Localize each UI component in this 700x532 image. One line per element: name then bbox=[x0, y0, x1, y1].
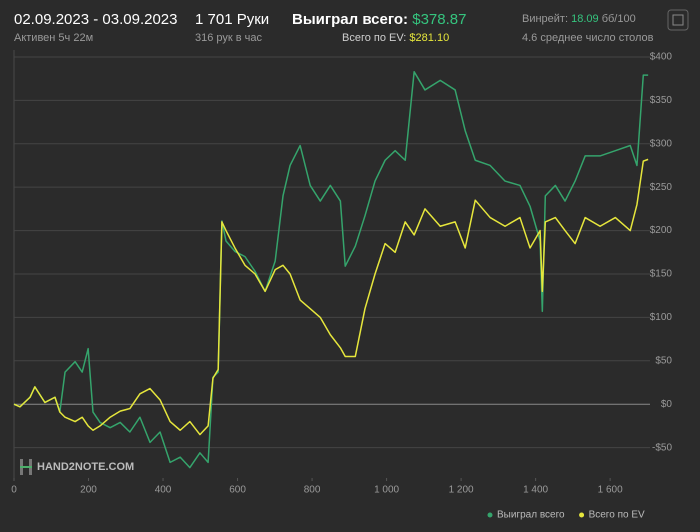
ev-total: Всего по EV: $281.10 bbox=[342, 32, 449, 44]
tables: 4.6 среднее число столов bbox=[522, 32, 654, 44]
y-tick-label: $0 bbox=[661, 399, 673, 410]
watermark-text: HAND2NOTE.COM bbox=[37, 461, 134, 473]
x-tick-label: 400 bbox=[155, 485, 172, 496]
y-tick-label: -$50 bbox=[652, 442, 672, 453]
y-tick-label: $150 bbox=[650, 269, 673, 280]
ev-label: Всего по EV: bbox=[342, 32, 406, 44]
settings-icon bbox=[672, 14, 684, 26]
legend-label: Выиграл всего bbox=[497, 510, 565, 521]
won-total: Выиграл всего: $378.87 bbox=[292, 11, 466, 28]
x-tick-label: 1 600 bbox=[598, 485, 623, 496]
y-tick-label: $100 bbox=[650, 312, 673, 323]
x-tick-label: 1 200 bbox=[449, 485, 474, 496]
x-tick-label: 0 bbox=[11, 485, 17, 496]
hands-per-hour: 316 рук в час bbox=[195, 32, 263, 44]
won-label: Выиграл всего: bbox=[292, 11, 408, 28]
ev-value: $281.10 bbox=[409, 32, 449, 44]
hands: 1 701 Руки bbox=[195, 11, 269, 28]
series-line bbox=[13, 158, 649, 436]
x-tick-label: 600 bbox=[229, 485, 246, 496]
y-tick-label: $200 bbox=[650, 225, 673, 236]
logo-bar bbox=[20, 466, 32, 468]
legend-marker bbox=[487, 512, 493, 518]
watermark: HAND2NOTE.COM bbox=[20, 459, 134, 475]
legend-label: Всего по EV bbox=[589, 510, 645, 521]
date-range: 02.09.2023 - 03.09.2023 bbox=[14, 11, 177, 28]
y-tick-label: $50 bbox=[655, 355, 672, 366]
x-tick-label: 800 bbox=[304, 485, 321, 496]
legend-marker bbox=[579, 512, 585, 518]
settings-button[interactable] bbox=[667, 9, 689, 31]
winrate-unit: бб/100 bbox=[602, 13, 636, 25]
x-tick-label: 1 000 bbox=[374, 485, 399, 496]
winrate-value: 18.09 bbox=[571, 13, 599, 25]
y-tick-label: $400 bbox=[650, 52, 673, 63]
y-tick-label: $250 bbox=[650, 182, 673, 193]
active-time: Активен 5ч 22м bbox=[14, 32, 93, 44]
winrate-label: Винрейт: bbox=[522, 13, 568, 25]
winrate: Винрейт: 18.09 бб/100 bbox=[522, 13, 636, 25]
x-tick-label: 1 400 bbox=[523, 485, 548, 496]
won-value: $378.87 bbox=[412, 11, 466, 28]
y-tick-label: $350 bbox=[650, 95, 673, 106]
y-tick-label: $300 bbox=[650, 138, 673, 149]
x-tick-label: 200 bbox=[80, 485, 97, 496]
